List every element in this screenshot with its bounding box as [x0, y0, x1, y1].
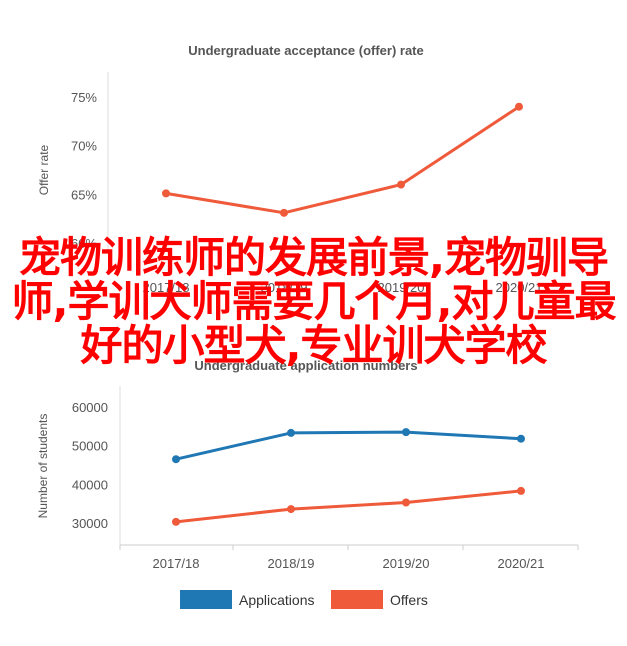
chart1-y-tick-label: 60%: [71, 236, 97, 251]
chart1-title: Undergraduate acceptance (offer) rate: [188, 43, 424, 58]
chart2-y-tick-label: 40000: [72, 477, 108, 492]
chart2-x-tick-label: 2019/20: [383, 556, 430, 571]
chart2-data-point-1: [172, 517, 180, 526]
chart2-legend-label: Applications: [239, 592, 315, 608]
chart1-data-point: [280, 208, 288, 217]
chart2-x-tick-label: 2020/21: [498, 556, 545, 571]
chart2-data-point-1: [517, 486, 525, 495]
chart1-y-tick-label: 65%: [71, 187, 97, 202]
chart2-y-axis-label: Number of students: [36, 414, 50, 519]
chart2-series-line-0: [175, 430, 522, 461]
chart2-y-tick-label: 60000: [72, 400, 108, 415]
chart1-x-tick-label: 2017/18: [143, 280, 190, 295]
chart1-data-point: [397, 180, 405, 189]
chart2-data-point-1: [402, 498, 410, 507]
chart2-data-point-0: [402, 428, 410, 437]
chart1-data-point: [162, 189, 170, 198]
chart2-data-point-0: [517, 434, 525, 443]
chart2-y-tick-label: 30000: [72, 516, 108, 531]
chart2-data-point-0: [287, 428, 295, 437]
chart1-data-point: [515, 102, 523, 111]
overlay-caption: 宠物训练师的发展前景,宠物驯导师,学训犬师需要几个月,对儿童最好的小型犬,专业训…: [11, 233, 617, 370]
chart2-x-tick-label: 2018/19: [268, 556, 315, 571]
chart1-series-line: [165, 105, 520, 215]
chart2-title: Undergraduate application numbers: [194, 358, 417, 373]
chart1-y-axis-label: Offer rate: [37, 144, 51, 195]
chart1-y-tick-label: 70%: [71, 139, 97, 154]
chart2-series-line-1: [175, 489, 522, 524]
chart2-data-point-0: [172, 455, 180, 464]
chart2-y-tick-label: 50000: [72, 439, 108, 454]
chart1-x-tick-label: 2018/19: [261, 280, 308, 295]
chart2-legend-swatch: [331, 590, 383, 609]
chart2-legend-swatch: [180, 590, 232, 609]
chart1-x-tick-label: 2020/21: [496, 280, 543, 295]
chart2-data-point-1: [287, 505, 295, 514]
chart1-y-tick-label: 75%: [71, 90, 97, 105]
chart1-x-tick-label: 2019/20: [378, 280, 425, 295]
chart2-x-tick-label: 2017/18: [153, 556, 200, 571]
chart2-legend-label: Offers: [390, 592, 428, 608]
